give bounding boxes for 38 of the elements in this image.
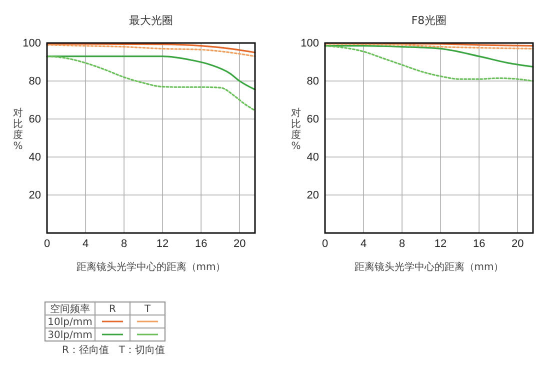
y-tick-label: 80	[28, 76, 41, 88]
line-series	[46, 44, 256, 58]
x-tick-label: 4	[360, 238, 367, 250]
x-tick-label: 8	[120, 238, 128, 250]
y-tick-label: 100	[300, 38, 319, 50]
y-tick-label: 40	[28, 152, 41, 164]
y-axis-title: 对比度%	[13, 107, 23, 152]
y-tick-label: 20	[28, 190, 41, 202]
text: T	[143, 304, 152, 315]
x-tick-label: 12	[156, 238, 169, 250]
chart-title: 最大光圈	[129, 14, 173, 27]
y-tick-label: 60	[28, 114, 41, 126]
x-axis-title: 距离镜头光学中心的距离（mm）	[76, 261, 226, 273]
line-series	[324, 45, 534, 68]
text: 30lp/mm	[48, 330, 92, 341]
line-series	[46, 56, 256, 112]
chart-title: F8光圈	[411, 14, 447, 27]
x-tick-label: 0	[44, 238, 50, 250]
y-tick-label: 20	[306, 190, 319, 202]
x-tick-label: 4	[82, 238, 89, 250]
x-tick-label: 0	[322, 238, 328, 250]
x-tick-label: 8	[398, 238, 406, 250]
x-tick-label: 12	[434, 238, 447, 250]
y-axis-title: 对比度%	[291, 107, 301, 152]
text: 10lp/mm	[48, 317, 92, 328]
x-tick-label: 16	[194, 238, 208, 250]
y-tick-label: 100	[22, 38, 41, 50]
y-tick-label: 40	[306, 152, 319, 164]
x-tick-label: 20	[511, 238, 524, 250]
x-tick-label: 16	[472, 238, 486, 250]
y-tick-label: 60	[306, 114, 319, 126]
text: 空间频率	[50, 303, 90, 315]
text: R	[109, 304, 116, 315]
line-series	[324, 45, 534, 82]
x-tick-label: 20	[233, 238, 246, 250]
y-tick-label: 80	[306, 76, 319, 88]
text: R：径向值 T：切向值	[62, 344, 165, 356]
x-axis-title: 距离镜头光学中心的距离（mm）	[354, 261, 504, 273]
